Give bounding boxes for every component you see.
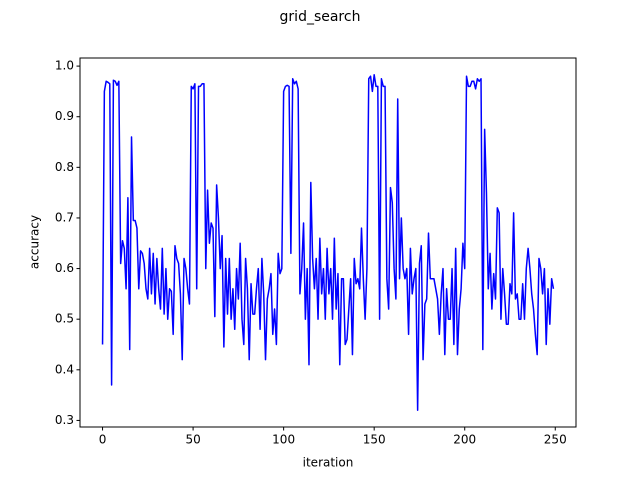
x-tick-label: 100 — [272, 433, 295, 447]
y-tick-label: 1.0 — [55, 59, 74, 73]
x-tick-label: 0 — [99, 433, 107, 447]
x-tick-label: 50 — [185, 433, 200, 447]
x-axis-label: iteration — [303, 456, 354, 470]
y-tick-label: 0.8 — [55, 160, 74, 174]
y-tick-label: 0.7 — [55, 210, 74, 224]
y-tick-label: 0.5 — [55, 312, 74, 326]
y-tick-label: 0.3 — [55, 413, 74, 427]
y-axis-label: accuracy — [28, 215, 42, 269]
chart-title: grid_search — [280, 9, 361, 25]
x-tick-label: 150 — [363, 433, 386, 447]
axes-frame — [79, 57, 577, 428]
x-tick-label: 250 — [544, 433, 567, 447]
x-tick-label: 200 — [453, 433, 476, 447]
y-tick-label: 0.4 — [55, 362, 74, 376]
line — [101, 73, 555, 412]
y-tick-label: 0.6 — [55, 261, 74, 275]
y-tick-label: 0.9 — [55, 109, 74, 123]
